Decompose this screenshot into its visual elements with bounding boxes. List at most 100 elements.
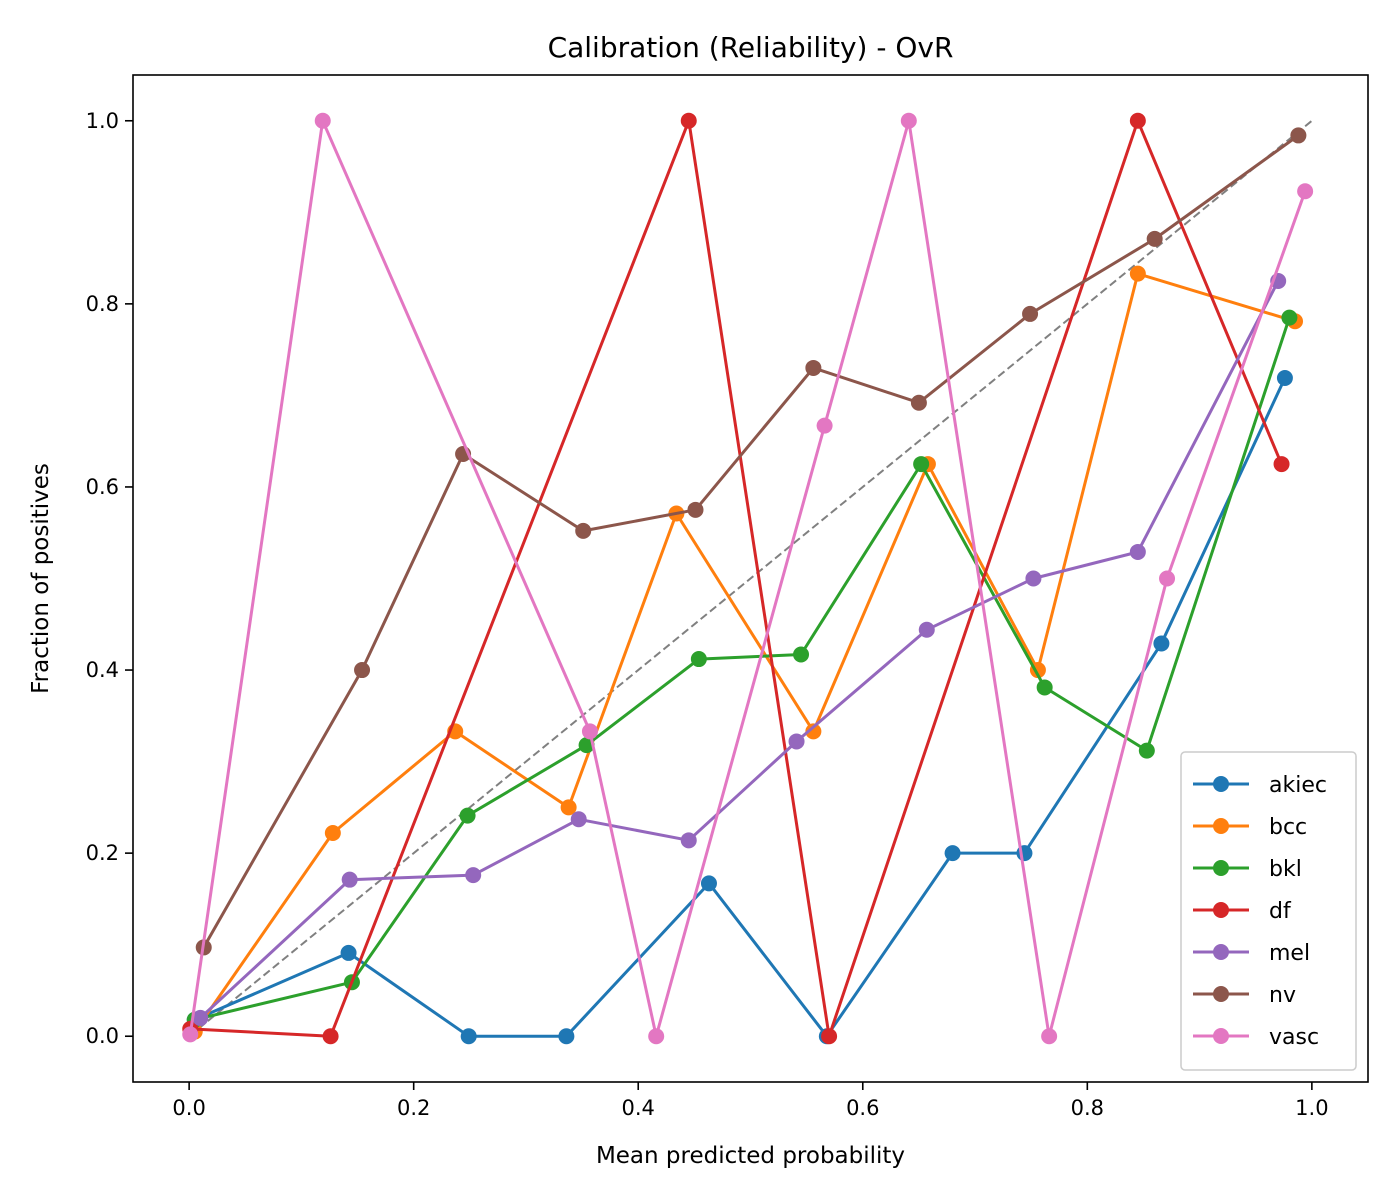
legend-item-mel: mel xyxy=(1193,941,1310,966)
chart-title: Calibration (Reliability) - OvR xyxy=(548,31,954,64)
series-vasc xyxy=(182,112,1314,1045)
series-line-bcc xyxy=(193,272,1296,1033)
legend-swatch-marker xyxy=(1213,860,1229,876)
data-point-mel xyxy=(1025,570,1042,587)
data-point-akiec xyxy=(460,1028,477,1045)
series-mel xyxy=(192,272,1287,1026)
legend-label: bkl xyxy=(1269,857,1302,882)
series-df xyxy=(182,112,1290,1045)
legend-label: akiec xyxy=(1269,773,1327,798)
data-point-bkl xyxy=(1138,742,1155,759)
data-point-bkl xyxy=(690,651,707,668)
legend-swatch-marker xyxy=(1213,986,1229,1002)
data-point-nv xyxy=(354,662,371,679)
axes-frame xyxy=(132,74,1369,1083)
legend-label: vasc xyxy=(1269,1025,1319,1050)
data-point-mel xyxy=(1129,543,1146,560)
data-point-vasc xyxy=(648,1028,665,1045)
data-point-vasc xyxy=(1041,1028,1058,1045)
y-tick-label: 0.8 xyxy=(86,292,119,316)
legend-swatch-marker xyxy=(1213,818,1229,834)
legend-item-nv: nv xyxy=(1193,983,1296,1008)
data-point-akiec xyxy=(944,845,961,862)
data-point-bcc xyxy=(560,799,577,816)
legend-item-akiec: akiec xyxy=(1193,773,1327,798)
y-axis-ticks: 0.0 0.2 0.4 0.6 0.8 1.0 xyxy=(86,109,133,1048)
data-point-nv xyxy=(1146,230,1163,247)
series-line-bkl xyxy=(194,317,1291,1022)
data-point-vasc xyxy=(1159,570,1176,587)
data-point-akiec xyxy=(1276,370,1293,387)
legend-swatch-marker xyxy=(1213,944,1229,960)
data-point-df xyxy=(821,1028,838,1045)
x-tick-label: 0.0 xyxy=(172,1096,205,1120)
legend-swatch-marker xyxy=(1213,902,1229,918)
legend-item-vasc: vasc xyxy=(1193,1025,1319,1050)
data-point-nv xyxy=(575,522,592,539)
data-point-vasc xyxy=(1297,183,1314,200)
data-point-vasc xyxy=(900,112,917,129)
data-point-akiec xyxy=(700,875,717,892)
data-point-akiec xyxy=(1153,635,1170,652)
x-tick-label: 1.0 xyxy=(1295,1096,1328,1120)
data-point-nv xyxy=(1022,305,1039,322)
plot-area xyxy=(132,74,1369,1083)
data-point-akiec xyxy=(558,1028,575,1045)
data-point-nv xyxy=(1290,127,1307,144)
data-point-mel xyxy=(192,1009,209,1026)
data-point-bkl xyxy=(459,807,476,824)
data-point-mel xyxy=(570,811,587,828)
series-line-mel xyxy=(199,280,1280,1020)
data-point-vasc xyxy=(816,417,833,434)
data-point-bkl xyxy=(913,456,930,473)
data-point-bkl xyxy=(793,646,810,663)
y-tick-label: 1.0 xyxy=(86,109,119,133)
data-point-nv xyxy=(805,359,822,376)
data-point-mel xyxy=(918,621,935,638)
data-point-vasc xyxy=(581,723,598,740)
data-point-df xyxy=(1273,456,1290,473)
legend-label: df xyxy=(1269,899,1292,924)
x-axis-label: Mean predicted probability xyxy=(596,1143,905,1169)
series-group xyxy=(182,112,1314,1045)
series-line-akiec xyxy=(194,377,1287,1038)
data-point-bkl xyxy=(1036,679,1053,696)
x-tick-label: 0.2 xyxy=(397,1096,430,1120)
legend-label: mel xyxy=(1269,941,1310,966)
data-point-nv xyxy=(910,394,927,411)
data-point-akiec xyxy=(340,944,357,961)
data-point-vasc xyxy=(314,112,331,129)
data-point-df xyxy=(1129,112,1146,129)
y-tick-label: 0.6 xyxy=(86,475,119,499)
legend-label: nv xyxy=(1269,983,1296,1008)
data-point-mel xyxy=(465,867,482,884)
data-point-mel xyxy=(341,871,358,888)
y-axis-label: Fraction of positives xyxy=(28,463,54,694)
legend: akiec bcc bkl df mel nv vasc xyxy=(1180,751,1357,1071)
series-nv xyxy=(195,127,1307,956)
legend-label: bcc xyxy=(1269,815,1307,840)
legend-item-df: df xyxy=(1193,899,1292,924)
legend-item-bcc: bcc xyxy=(1193,815,1307,840)
data-point-nv xyxy=(687,501,704,518)
y-tick-label: 0.0 xyxy=(86,1024,119,1048)
series-bkl xyxy=(186,309,1298,1028)
data-point-vasc xyxy=(182,1026,199,1043)
legend-swatch-marker xyxy=(1213,776,1229,792)
legend-swatch-marker xyxy=(1213,1028,1229,1044)
x-tick-label: 0.8 xyxy=(1071,1096,1104,1120)
y-tick-label: 0.2 xyxy=(86,841,119,865)
data-point-bcc xyxy=(1129,265,1146,282)
perfect-calibration-line xyxy=(188,119,1313,1038)
data-point-df xyxy=(680,112,697,129)
data-point-mel xyxy=(788,733,805,750)
series-line-df xyxy=(190,119,1283,1038)
data-point-df xyxy=(322,1028,339,1045)
legend-item-bkl: bkl xyxy=(1193,857,1302,882)
x-tick-label: 0.4 xyxy=(622,1096,655,1120)
data-point-bkl xyxy=(1281,309,1298,326)
data-point-bcc xyxy=(805,723,822,740)
data-point-bcc xyxy=(324,824,341,841)
x-tick-label: 0.6 xyxy=(846,1096,879,1120)
y-tick-label: 0.4 xyxy=(86,658,119,682)
